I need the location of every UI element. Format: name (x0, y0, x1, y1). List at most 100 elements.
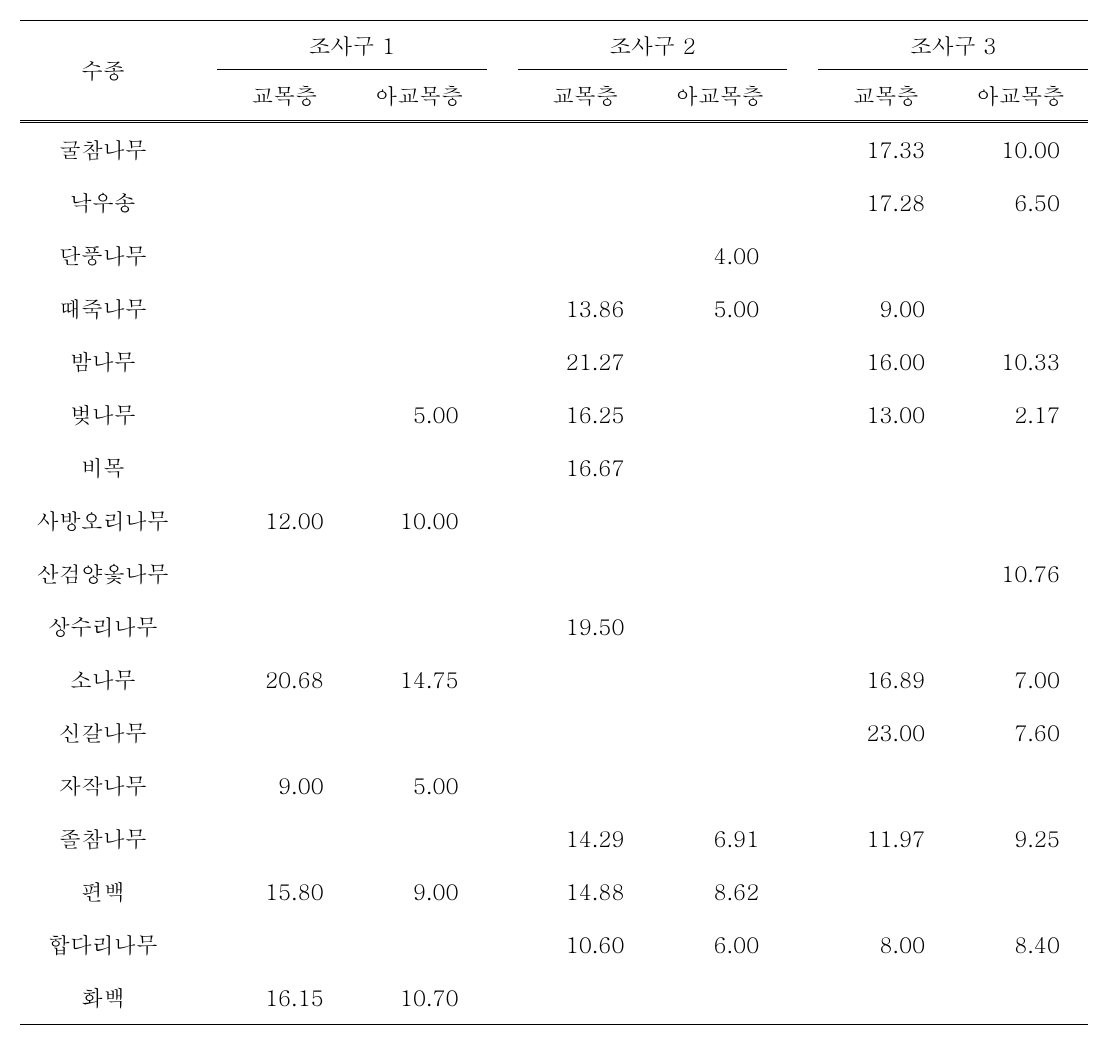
value-cell (186, 441, 217, 494)
value-cell (186, 971, 217, 1025)
value-cell (217, 176, 352, 229)
value-cell (518, 759, 653, 812)
value-cell (652, 971, 787, 1025)
value-cell (787, 229, 818, 282)
value-cell: 10.33 (953, 335, 1088, 388)
species-cell: 소나무 (20, 653, 186, 706)
header-sub-3b: 아교목층 (953, 70, 1088, 122)
value-cell: 6.91 (652, 812, 787, 865)
value-cell: 8.40 (953, 918, 1088, 971)
species-cell: 낙우송 (20, 176, 186, 229)
value-cell: 12.00 (217, 494, 352, 547)
value-cell (487, 335, 518, 388)
value-cell: 20.68 (217, 653, 352, 706)
value-cell (953, 971, 1088, 1025)
value-cell (487, 388, 518, 441)
value-cell: 8.62 (652, 865, 787, 918)
species-table: 수종 조사구 1 조사구 2 조사구 3 교목층 아교목층 교목층 아교목층 교… (20, 20, 1088, 1025)
value-cell: 14.88 (518, 865, 653, 918)
species-cell: 자작나무 (20, 759, 186, 812)
value-cell (487, 706, 518, 759)
value-cell (186, 706, 217, 759)
value-cell (487, 865, 518, 918)
value-cell (818, 600, 953, 653)
value-cell (818, 759, 953, 812)
value-cell (217, 282, 352, 335)
value-cell (487, 441, 518, 494)
species-cell: 밤나무 (20, 335, 186, 388)
value-cell (186, 229, 217, 282)
value-cell: 5.00 (352, 759, 487, 812)
value-cell (787, 494, 818, 547)
species-cell: 사방오리나무 (20, 494, 186, 547)
value-cell (652, 759, 787, 812)
value-cell (487, 176, 518, 229)
table-header: 수종 조사구 1 조사구 2 조사구 3 교목층 아교목층 교목층 아교목층 교… (20, 21, 1088, 122)
value-cell (186, 865, 217, 918)
value-cell (818, 229, 953, 282)
value-cell (487, 600, 518, 653)
header-group-3: 조사구 3 (818, 21, 1088, 70)
value-cell: 4.00 (652, 229, 787, 282)
species-cell: 합다리나무 (20, 918, 186, 971)
value-cell (518, 122, 653, 177)
value-cell (818, 441, 953, 494)
value-cell (217, 441, 352, 494)
value-cell: 14.75 (352, 653, 487, 706)
species-cell: 화백 (20, 971, 186, 1025)
value-cell (652, 494, 787, 547)
value-cell (652, 706, 787, 759)
value-cell (186, 176, 217, 229)
table-row: 편백15.809.0014.888.62 (20, 865, 1088, 918)
value-cell (652, 653, 787, 706)
value-cell: 10.00 (352, 494, 487, 547)
value-cell (487, 494, 518, 547)
table-row: 졸참나무14.296.9111.979.25 (20, 812, 1088, 865)
value-cell (953, 282, 1088, 335)
value-cell (787, 600, 818, 653)
value-cell (787, 335, 818, 388)
value-cell: 13.86 (518, 282, 653, 335)
value-cell (787, 706, 818, 759)
value-cell (186, 282, 217, 335)
species-cell: 굴참나무 (20, 122, 186, 177)
value-cell (217, 229, 352, 282)
value-cell (217, 122, 352, 177)
value-cell (186, 494, 217, 547)
value-cell (787, 122, 818, 177)
value-cell: 2.17 (953, 388, 1088, 441)
value-cell: 14.29 (518, 812, 653, 865)
value-cell (186, 122, 217, 177)
table-row: 자작나무9.005.00 (20, 759, 1088, 812)
table-row: 낙우송17.286.50 (20, 176, 1088, 229)
value-cell (217, 335, 352, 388)
table-row: 상수리나무19.50 (20, 600, 1088, 653)
header-group-2: 조사구 2 (518, 21, 788, 70)
value-cell (787, 759, 818, 812)
value-cell (652, 335, 787, 388)
header-group-1: 조사구 1 (217, 21, 487, 70)
value-cell (953, 759, 1088, 812)
value-cell (186, 547, 217, 600)
value-cell (787, 812, 818, 865)
table-row: 밤나무21.2716.0010.33 (20, 335, 1088, 388)
value-cell (818, 971, 953, 1025)
value-cell (953, 865, 1088, 918)
value-cell (186, 759, 217, 812)
value-cell: 11.97 (818, 812, 953, 865)
value-cell (186, 812, 217, 865)
species-cell: 벚나무 (20, 388, 186, 441)
value-cell: 6.00 (652, 918, 787, 971)
value-cell: 7.00 (953, 653, 1088, 706)
value-cell (352, 441, 487, 494)
value-cell: 5.00 (352, 388, 487, 441)
value-cell: 23.00 (818, 706, 953, 759)
table-body: 굴참나무17.3310.00낙우송17.286.50단풍나무4.00때죽나무13… (20, 122, 1088, 1025)
value-cell (487, 122, 518, 177)
value-cell: 16.89 (818, 653, 953, 706)
table-row: 벚나무5.0016.2513.002.17 (20, 388, 1088, 441)
value-cell (352, 229, 487, 282)
value-cell (186, 600, 217, 653)
table-row: 산검양옻나무10.76 (20, 547, 1088, 600)
value-cell (487, 759, 518, 812)
